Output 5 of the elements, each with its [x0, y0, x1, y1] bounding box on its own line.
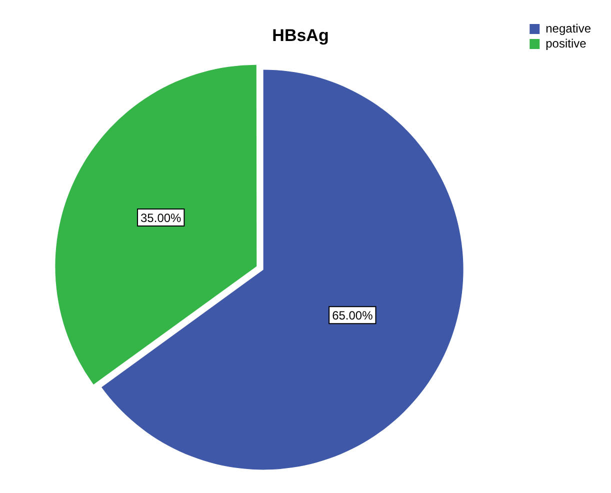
legend-label: positive — [546, 36, 587, 50]
data-label: 35.00% — [140, 210, 182, 225]
legend-label: negative — [546, 21, 592, 36]
chart-title: HBsAg — [272, 26, 329, 45]
data-label: 65.00% — [332, 308, 374, 322]
